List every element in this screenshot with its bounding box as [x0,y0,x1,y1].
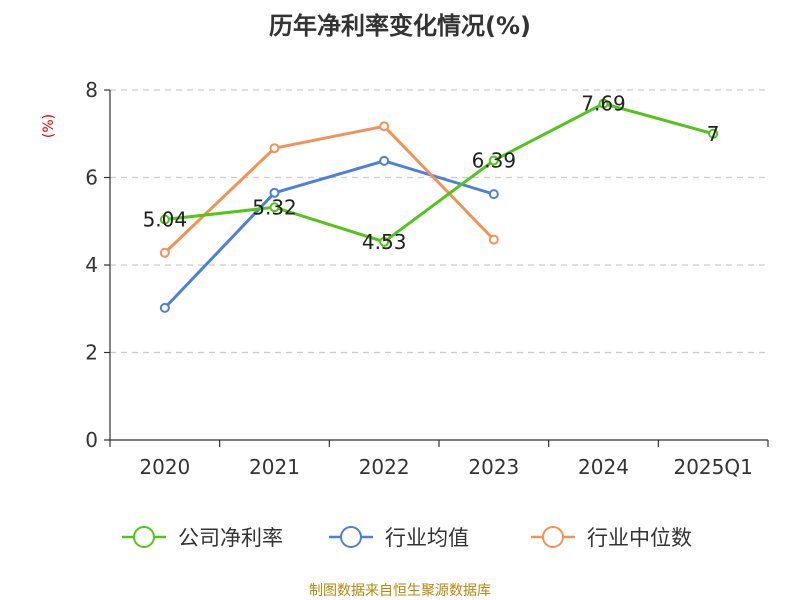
x-tick-label: 2020 [139,455,190,479]
data-point[interactable] [269,202,280,213]
legend-marker-0[interactable] [133,526,155,548]
data-label: 5.04 [143,208,188,232]
chart-title: 历年净利率变化情况(%) [269,12,531,40]
legend-marker-2[interactable] [542,526,564,548]
y-tick-label: 2 [85,341,98,365]
y-tick-label: 6 [85,166,98,190]
data-point[interactable] [159,214,170,225]
y-axis-label: (%) [41,114,57,138]
source-note: 制图数据来自恒生聚源数据库 [309,583,491,599]
data-point[interactable] [379,121,390,132]
legend-label[interactable]: 行业均值 [385,526,469,550]
data-label: 7.69 [581,92,626,116]
x-tick-label: 2021 [249,455,300,479]
data-label: 5.32 [252,195,297,219]
data-point[interactable] [598,98,609,109]
data-point[interactable] [159,247,170,258]
series-line-1 [163,159,495,309]
series-layer [159,98,719,313]
data-point[interactable] [269,143,280,154]
x-tick-label: 2023 [468,455,519,479]
x-tick-label: 2022 [359,455,410,479]
x-tick-label: 2024 [578,455,629,479]
x-tick-label: 2025Q1 [673,455,752,479]
legend[interactable]: 公司净利率 行业均值 行业中位数 [122,526,692,550]
legend-label[interactable]: 行业中位数 [587,526,692,550]
y-tick-label: 0 [85,428,98,452]
data-label: 7 [707,122,720,146]
data-labels: 5.04 5.32 4.53 6.39 7.69 7 [143,92,720,254]
grid [110,89,768,354]
data-point[interactable] [379,155,390,166]
data-label: 4.53 [362,230,407,254]
data-point[interactable] [159,302,170,313]
data-point[interactable] [269,187,280,198]
series-line-2 [163,124,495,254]
data-point[interactable] [379,236,390,247]
data-point[interactable] [488,234,499,245]
y-tick-label: 8 [85,78,98,102]
data-point[interactable] [488,189,499,200]
data-point[interactable] [708,128,719,139]
legend-marker-1[interactable] [340,526,362,548]
data-point[interactable] [488,155,499,166]
y-tick-label: 4 [85,253,98,277]
legend-label[interactable]: 公司净利率 [178,526,283,550]
axes: 0 2 4 6 8 2020 2021 2022 2023 2024 2025Q1 [85,78,769,479]
series-line-0 [164,102,714,244]
data-label: 6.39 [472,148,517,172]
